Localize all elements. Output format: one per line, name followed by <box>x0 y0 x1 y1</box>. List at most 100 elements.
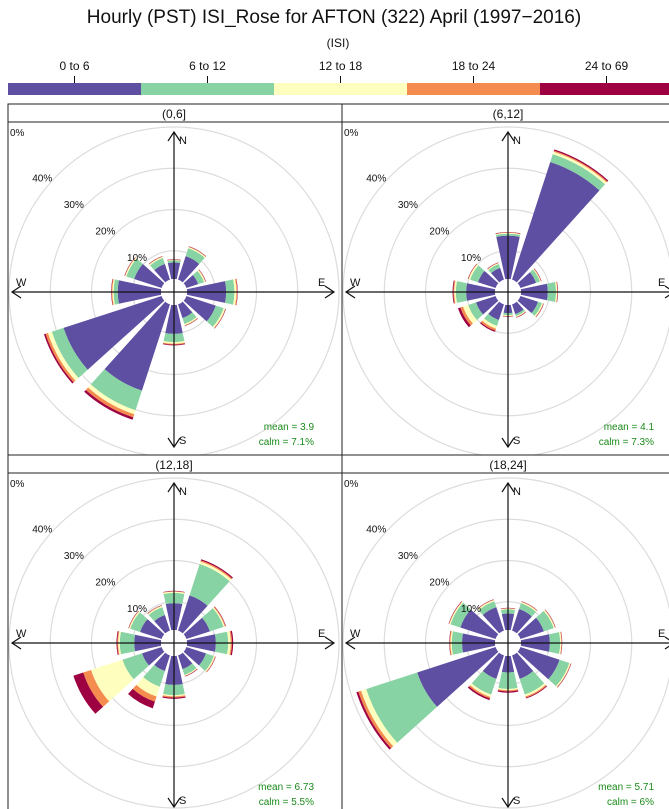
compass-n: N <box>513 486 521 498</box>
calm-label: calm = 7.3% <box>599 437 654 448</box>
wedge-120-0 <box>183 296 216 322</box>
wedge-30-1 <box>189 563 230 606</box>
wedge-150-2 <box>524 683 546 697</box>
panel-0: (0,6] N S W E 0% 10% 20% 30% 40% mean = 3.9 calm = … <box>7 103 343 456</box>
wedge-0-2 <box>167 260 181 262</box>
wedge-90-4 <box>560 631 563 655</box>
wedge-210-3 <box>468 685 491 699</box>
wedge-120-4 <box>535 303 544 318</box>
wedge-90-4 <box>230 630 234 656</box>
wedge-0-2 <box>495 232 521 235</box>
legend: 0 to 6 6 to 12 12 to 18 18 to 24 24 to 69 <box>8 59 669 95</box>
wedge-30-2 <box>520 602 537 612</box>
radial-tick-3: 30% <box>398 200 418 211</box>
mean-label: mean = 5.71 <box>598 782 654 793</box>
wedge-300-1 <box>470 265 485 283</box>
wedge-270-2 <box>112 279 115 305</box>
wedge-210-4 <box>84 389 134 420</box>
wedge-330-2 <box>149 256 163 266</box>
wedge-330-1 <box>478 601 497 615</box>
mean-label: mean = 4.1 <box>604 422 655 433</box>
wedge-300-2 <box>129 611 140 629</box>
wedge-210-1 <box>484 313 499 326</box>
wedge-240-2 <box>361 689 398 747</box>
wedge-0-4 <box>500 607 516 609</box>
wedge-150-3 <box>525 684 547 698</box>
radial-tick-3: 30% <box>64 551 84 562</box>
legend-label-1: 6 to 12 <box>189 59 226 73</box>
wedge-240-1 <box>366 672 438 743</box>
wedge-330-3 <box>147 605 162 615</box>
compass-axes <box>344 130 669 449</box>
wedge-0-3 <box>163 591 185 593</box>
wedge-240-0 <box>417 647 499 707</box>
wedge-30-4 <box>200 559 233 579</box>
radial-tick-1: 10% <box>461 253 481 264</box>
radial-tick-2: 20% <box>95 226 115 237</box>
wedge-150-1 <box>519 671 545 695</box>
legend-swatch-0 <box>8 83 141 95</box>
wedge-270-4 <box>449 630 451 656</box>
compass-w: W <box>16 277 27 289</box>
compass-n: N <box>179 135 187 147</box>
compass-e: E <box>658 628 665 640</box>
wedge-60-0 <box>183 275 199 288</box>
wedge-60-2 <box>532 268 541 282</box>
wedge-330-0 <box>482 607 504 634</box>
wedge-120-1 <box>531 301 542 316</box>
wedge-240-4 <box>457 307 471 328</box>
wedge-90-4 <box>235 278 238 306</box>
wedge-0-4 <box>167 259 181 261</box>
wedge-300-1 <box>450 602 471 628</box>
wedge-30-4 <box>521 601 538 611</box>
wedge-240-0 <box>476 296 499 315</box>
wedge-210-3 <box>480 320 497 331</box>
wedge-330-0 <box>154 263 170 283</box>
wedge-240-1 <box>468 302 484 321</box>
radial-tick-3: 30% <box>398 551 418 562</box>
wedge-330-1 <box>148 607 165 622</box>
wedge-330-2 <box>487 263 499 271</box>
wedge-210-2 <box>482 318 497 329</box>
legend-label-0: 0 to 6 <box>59 59 89 73</box>
wedge-60-1 <box>192 270 205 285</box>
wedge-120-2 <box>212 308 226 329</box>
legend-swatch-1 <box>141 83 274 95</box>
wedge-0-3 <box>495 232 521 235</box>
radial-tick-1: 10% <box>127 253 147 264</box>
wedge-0-4 <box>163 590 185 593</box>
radial-tick-2: 20% <box>429 226 449 237</box>
wedge-30-2 <box>552 151 607 185</box>
wedge-30-3 <box>200 560 233 580</box>
panel-border-3 <box>341 472 669 809</box>
wedge-300-1 <box>130 612 148 632</box>
wedge-60-4 <box>198 269 206 282</box>
wedge-210-2 <box>470 683 492 697</box>
panel-1: (6,12] N S W E 0% 10% 20% 30% 40% mean = 4.1 calm =… <box>341 103 669 456</box>
wedge-240-0 <box>142 647 165 666</box>
panel-2: (12,18] N S W E 0% 10% 20% 30% 40% mean = 6.73 calm… <box>7 454 343 809</box>
wedge-180-3 <box>163 342 185 345</box>
radial-tick-2: 20% <box>429 577 449 588</box>
radial-tick-1: 10% <box>461 604 481 615</box>
wedge-30-0 <box>512 609 532 634</box>
wedge-120-2 <box>555 662 571 688</box>
wedge-210-0 <box>482 652 504 679</box>
wedge-60-0 <box>183 617 210 639</box>
wedge-300-0 <box>134 263 165 288</box>
radial-tick-4: 40% <box>32 173 52 184</box>
calm-label: calm = 5.5% <box>259 797 314 808</box>
wedge-330-4 <box>147 605 162 614</box>
wedge-270-4 <box>116 631 119 655</box>
wedge-240-3 <box>83 669 110 707</box>
wedge-60-0 <box>517 272 537 288</box>
compass-e: E <box>318 628 325 640</box>
compass-e: E <box>318 277 325 289</box>
wedge-60-1 <box>536 610 554 632</box>
compass-s: S <box>513 795 520 807</box>
wedge-180-4 <box>502 316 514 317</box>
panel-caption-0: (0,6] <box>162 107 186 121</box>
wedge-30-0 <box>512 161 600 283</box>
wedge-120-3 <box>535 303 544 317</box>
wedge-120-1 <box>548 659 570 687</box>
